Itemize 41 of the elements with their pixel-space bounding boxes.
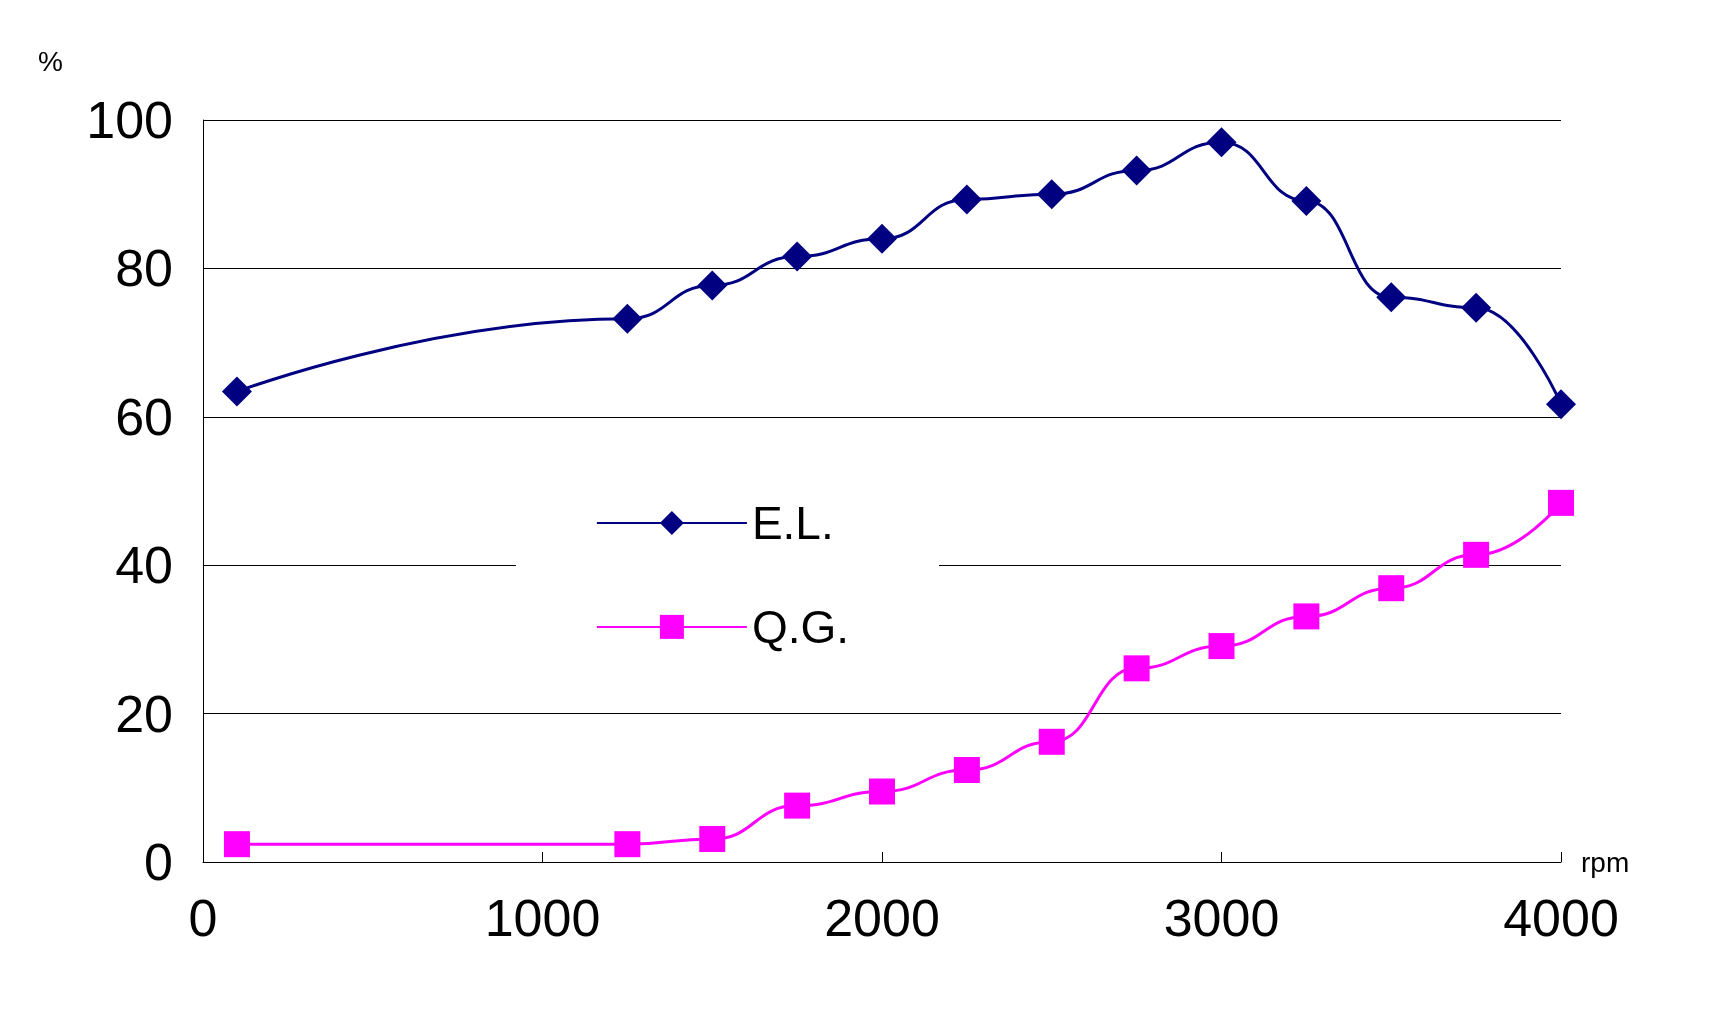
point — [1208, 633, 1235, 660]
y-tick-label: 80 — [115, 239, 173, 298]
point — [1378, 575, 1405, 602]
point — [614, 831, 641, 858]
y-axis-title: % — [38, 45, 63, 77]
x-tick-label: 3000 — [1163, 889, 1280, 947]
point — [1291, 185, 1322, 216]
point — [1376, 282, 1407, 313]
x-tick-label: 4000 — [1503, 889, 1619, 947]
point — [782, 241, 813, 272]
point — [951, 184, 982, 215]
point — [1546, 389, 1576, 420]
legend-label: E.L. — [751, 496, 834, 549]
point — [612, 303, 643, 334]
point — [1461, 292, 1492, 323]
point — [1036, 179, 1067, 210]
y-tick-label: 60 — [115, 387, 173, 446]
point — [867, 223, 897, 254]
y-tick-label: 0 — [144, 833, 173, 891]
y-tick-label: 20 — [115, 684, 173, 743]
point — [1038, 728, 1065, 755]
point — [784, 792, 811, 819]
legend-label: Q.G. — [751, 600, 850, 653]
point — [1121, 155, 1152, 186]
point — [1463, 541, 1490, 568]
point — [1293, 603, 1320, 630]
point — [223, 831, 250, 858]
point — [953, 756, 980, 783]
x-tick-label: 0 — [188, 889, 218, 947]
x-tick-label: 2000 — [824, 889, 940, 947]
point — [1206, 127, 1237, 158]
x-axis-title: rpm — [1581, 846, 1630, 878]
point — [697, 270, 728, 301]
point — [1123, 655, 1150, 682]
point — [221, 376, 252, 407]
x-tick-label: 1000 — [484, 889, 601, 947]
point — [869, 778, 895, 805]
point — [1548, 489, 1574, 516]
y-tick-label: 40 — [115, 536, 173, 595]
point — [699, 826, 726, 852]
y-tick-label: 100 — [86, 91, 173, 149]
